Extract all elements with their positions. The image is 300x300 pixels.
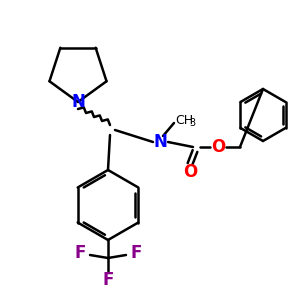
Text: CH: CH [175,113,193,127]
Text: O: O [183,163,197,181]
Text: F: F [102,271,114,289]
Text: O: O [211,138,225,156]
Text: N: N [71,93,85,111]
Text: F: F [74,244,86,262]
Text: F: F [130,244,142,262]
Text: N: N [153,133,167,151]
Text: 3: 3 [189,118,195,128]
